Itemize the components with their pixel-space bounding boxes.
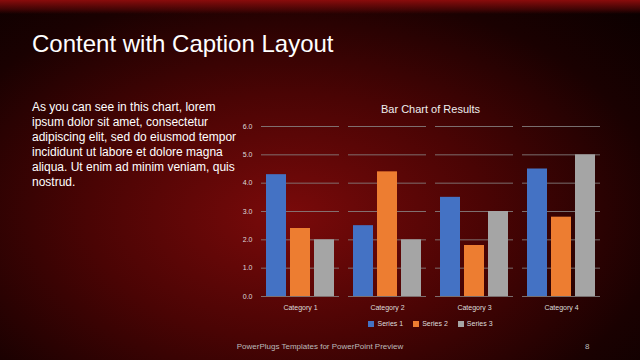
html-text:Content with Caption Layout: Content with Caption Layout	[32, 30, 334, 57]
html-text:Bar Chart of Results: Bar Chart of Results	[381, 103, 480, 115]
html-text:PowerPlugs Templates for Power: PowerPlugs Templates for PowerPoint Prev…	[236, 342, 404, 351]
svg-text:Category 4: Category 4	[544, 304, 578, 312]
html-text:Series 3: Series 3	[466, 320, 493, 327]
svg-text:Category 2: Category 2	[370, 304, 404, 312]
html-text:Series 2: Series 2	[422, 320, 448, 327]
svg-text:3.0: 3.0	[243, 208, 253, 215]
html-text:As you can see in this chart,: As you can see in this chart, lorem ipsu…	[32, 100, 237, 189]
svg-text:6.0: 6.0	[243, 123, 253, 130]
svg-text:Category 1: Category 1	[283, 304, 317, 312]
svg-text:Category 3: Category 3	[457, 304, 491, 312]
svg-text:2.0: 2.0	[243, 236, 253, 243]
svg-text:0.0: 0.0	[243, 293, 253, 300]
html-text:Series 1: Series 1	[377, 320, 404, 327]
svg-text:4.0: 4.0	[243, 179, 253, 186]
svg-text:5.0: 5.0	[243, 151, 253, 158]
svg-text:1.0: 1.0	[243, 264, 253, 271]
html-text:8: 8	[585, 342, 590, 351]
